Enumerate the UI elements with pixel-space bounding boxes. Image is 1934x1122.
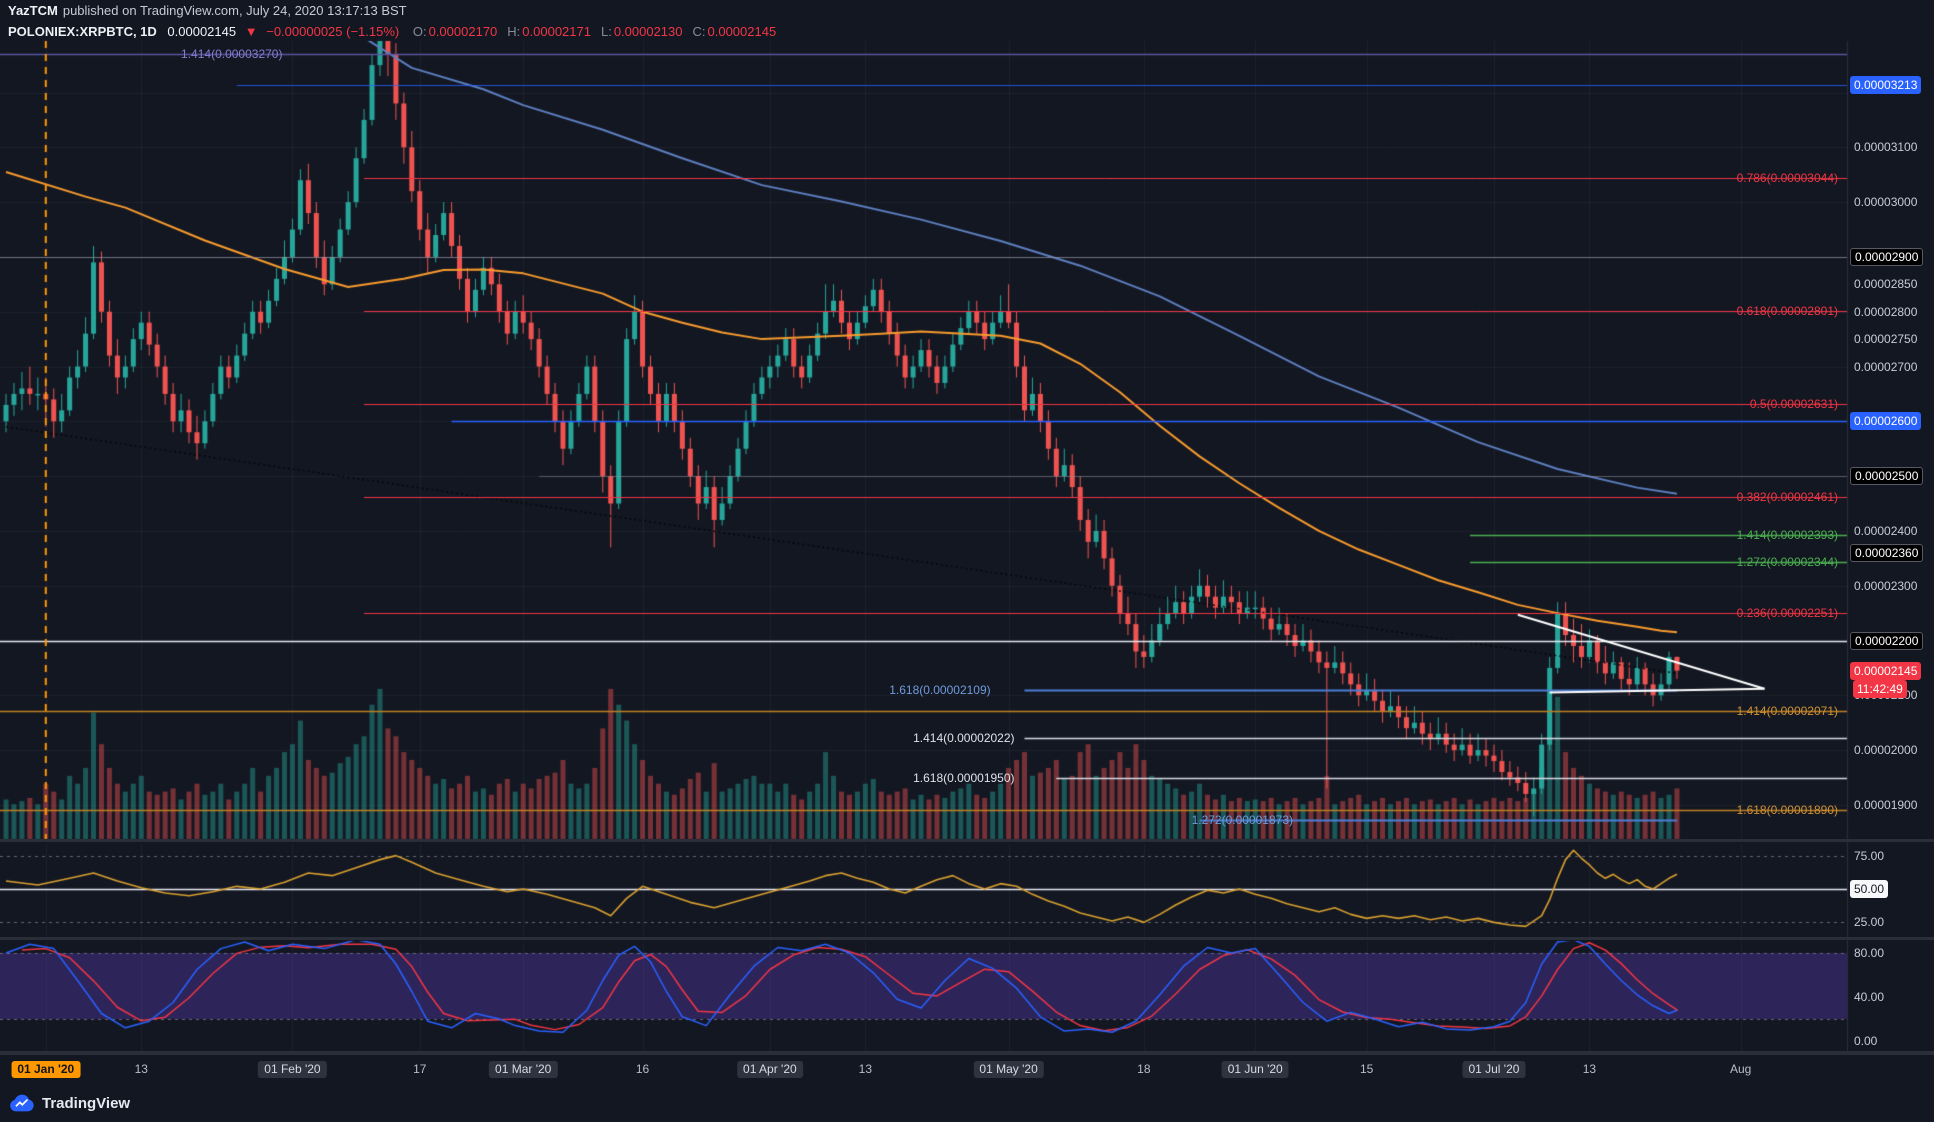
time-axis[interactable]: 01 Jan '20 13 01 Feb '20 17 01 Mar '20 16 01 A… [0,1054,1934,1085]
time-label: 01 Mar '20 [489,1061,558,1078]
price-axis-label: 0.00002750 [1854,332,1918,347]
ohlc-value: 0.00002145 [707,24,777,39]
footer: TradingView [0,1084,1934,1122]
rsi-axis-label: 25.00 [1854,915,1885,930]
time-label: 13 [1582,1062,1597,1076]
countdown-badge: 11:42:49 [1853,679,1907,698]
stoch-axis-label: 80.00 [1854,946,1885,960]
ohlc-values: O: 0.00002170 H: 0.00002171 L: 0.00002130 C: 0.… [403,24,776,39]
last-price: 0.00002145 [167,24,237,39]
symbol-title[interactable]: POLONIEX:XRPBTC, 1D [8,24,157,39]
ohlc-value: 0.00002171 [522,24,591,39]
ohlc-value: 0.00002170 [428,24,498,39]
price-axis-label: 0.00002400 [1854,523,1918,538]
time-label: 13 [134,1062,148,1076]
price-axis-label: 0.00002850 [1854,277,1918,292]
price-axis-label: 0.00002600 [1850,412,1922,431]
price-axis-label: 0.00002145 [1850,661,1922,680]
rsi-axis-label: 50.00 [1850,880,1889,898]
price-axis-label: 0.00002000 [1854,743,1918,758]
ohlc-label: O: [412,24,427,39]
time-label: 01 Jun '20 [1221,1061,1289,1078]
time-label: 01 Jul '20 [1462,1061,1526,1078]
price-axis-label: 0.00002300 [1854,578,1918,593]
time-label: 16 [635,1062,650,1076]
publish-header: YazTCM published on TradingView.com, July… [0,0,1934,22]
price-axis-label: 0.00003213 [1850,76,1922,95]
time-label: 01 Jan '20 [11,1061,81,1078]
pane-divider-main-rsi[interactable] [0,839,1934,842]
symbol-header: POLONIEX:XRPBTC, 1D 0.00002145 ▼ −0.0000… [0,22,1934,41]
author-name[interactable]: YazTCM [8,3,58,18]
price-axis-label: 0.00002200 [1850,631,1924,650]
time-label: 01 Apr '20 [737,1061,803,1078]
price-axis-label: 0.00002800 [1854,304,1918,319]
time-label: 17 [413,1062,427,1076]
price-axis-label: 0.00002360 [1850,543,1924,562]
price-axis-label: 0.00001900 [1854,797,1918,812]
time-label: 18 [1137,1062,1151,1076]
tradingview-logo-icon[interactable] [9,1090,35,1116]
price-axis-label: 0.00002500 [1850,467,1924,486]
rsi-axis-label: 75.00 [1854,848,1885,863]
time-label: Aug [1729,1062,1752,1076]
pane-divider-rsi-stoch[interactable] [0,937,1934,940]
ohlc-label: H: [507,24,521,39]
stoch-axis-label: 0.00 [1854,1034,1878,1048]
publish-info: published on TradingView.com, July 24, 2… [62,3,407,18]
ohlc-value: 0.00002130 [613,24,683,39]
price-axis[interactable]: 0.00003213 0.00003100 0.00003000 0.00002900… [1847,41,1934,1084]
ohlc-label: L: [600,24,612,39]
change-arrow-icon: ▼ [244,24,258,39]
pane-divider-stoch-timeaxis[interactable] [0,1051,1934,1054]
price-axis-label: 0.00003100 [1854,140,1918,155]
price-axis-label: 0.00002700 [1854,359,1918,374]
time-label: 01 May '20 [973,1061,1044,1078]
time-label: 13 [858,1062,873,1076]
price-change: −0.00000025 (−1.15%) [266,24,400,39]
time-label: 01 Feb '20 [258,1061,327,1078]
tradingview-brand[interactable]: TradingView [42,1094,131,1112]
ohlc-label: C: [692,24,706,39]
price-axis-label: 0.00003000 [1854,195,1918,210]
price-axis-label: 0.00002900 [1850,247,1924,266]
stoch-axis-label: 40.00 [1854,990,1885,1004]
time-label: 15 [1359,1062,1374,1076]
